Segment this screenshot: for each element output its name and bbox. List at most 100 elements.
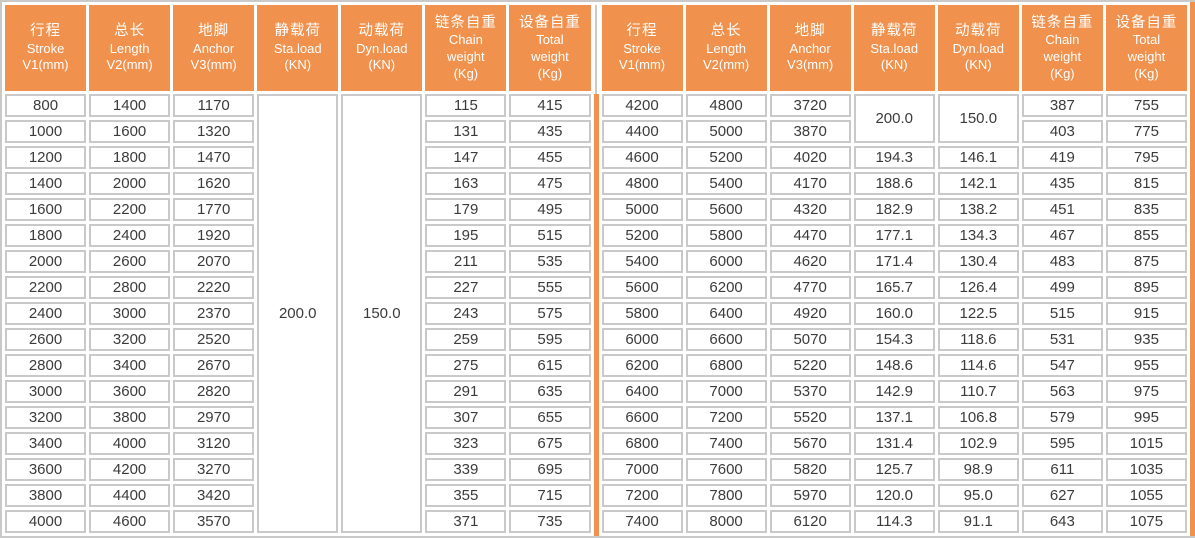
cell-dynamic-load: 150.0 <box>937 94 1019 143</box>
cell-chain-weight: 211 <box>425 250 507 273</box>
table-row: 3000 3600 2820 291 635 <box>5 380 591 403</box>
cell-total-weight: 695 <box>509 458 591 481</box>
column-header-chain-weight: 链条自重 Chain weight (Kg) <box>1021 5 1103 91</box>
cell-anchor: 2820 <box>173 380 255 403</box>
cell-length: 7200 <box>685 406 767 429</box>
cell-anchor: 2670 <box>173 354 255 377</box>
cell-stroke: 4200 <box>601 94 683 117</box>
header-label-en: weight <box>531 48 569 64</box>
table-row: 1600 2200 1770 179 495 <box>5 198 591 221</box>
cell-dynamic-load: 110.7 <box>937 380 1019 403</box>
cell-total-weight: 575 <box>509 302 591 325</box>
header-label-en: (Kg) <box>1134 65 1159 81</box>
cell-anchor: 3270 <box>173 458 255 481</box>
cell-chain-weight: 243 <box>425 302 507 325</box>
header-label-en: Dyn.load <box>356 40 408 56</box>
cell-chain-weight: 403 <box>1021 120 1103 143</box>
cell-static-load: 200.0 <box>853 94 935 143</box>
table-row: 5600 6200 4770 165.7 126.4 499 895 <box>601 276 1187 299</box>
cell-total-weight: 735 <box>509 510 591 533</box>
table-divider-header-segment <box>593 2 599 94</box>
cell-dynamic-load: 95.0 <box>937 484 1019 507</box>
cell-total-weight: 455 <box>509 146 591 169</box>
column-header-dynamic-load: 动载荷 Dyn.load (KN) <box>341 5 423 91</box>
cell-chain-weight: 115 <box>425 94 507 117</box>
cell-total-weight: 655 <box>509 406 591 429</box>
cell-stroke: 6600 <box>601 406 683 429</box>
header-label-cn: 动载荷 <box>358 23 406 40</box>
cell-chain-weight: 291 <box>425 380 507 403</box>
cell-total-weight: 715 <box>509 484 591 507</box>
header-label-cn: 链条自重 <box>1031 14 1094 31</box>
cell-stroke: 800 <box>5 94 87 117</box>
header-label-en: V2(mm) <box>106 57 153 73</box>
cell-length: 3800 <box>89 406 171 429</box>
cell-stroke: 5200 <box>601 224 683 247</box>
column-header-total-weight: 设备自重 Total weight (Kg) <box>1105 5 1187 91</box>
cell-chain-weight: 387 <box>1021 94 1103 117</box>
header-label-en: V3(mm) <box>787 57 834 73</box>
table-row: 2000 2600 2070 211 535 <box>5 250 591 273</box>
cell-stroke: 2600 <box>5 328 87 351</box>
header-label-en: Sta.load <box>870 40 919 56</box>
header-label-en: Length <box>109 40 150 56</box>
cell-stroke: 7400 <box>601 510 683 533</box>
cell-dynamic-load: 114.6 <box>937 354 1019 377</box>
header-label-cn: 设备自重 <box>518 14 581 31</box>
cell-dynamic-load: 91.1 <box>937 510 1019 533</box>
header-label-cn: 行程 <box>30 23 62 40</box>
header-label-cn: 静载荷 <box>870 23 918 40</box>
table-row: 3200 3800 2970 307 655 <box>5 406 591 429</box>
cell-total-weight: 555 <box>509 276 591 299</box>
table-row: 1200 1800 1470 147 455 <box>5 146 591 169</box>
header-label-en: V1(mm) <box>22 57 69 73</box>
spec-table-left: 行程 Stroke V1(mm) 总长 Length V2(mm) 地脚 Anchor V3(m… <box>2 2 594 536</box>
cell-anchor: 4020 <box>769 146 851 169</box>
cell-anchor: 5070 <box>769 328 851 351</box>
header-label-en: Stroke <box>26 40 65 56</box>
table-row: 6600 7200 5520 137.1 106.8 579 995 <box>601 406 1187 429</box>
header-label-en: Length <box>706 40 746 56</box>
cell-anchor: 2370 <box>173 302 255 325</box>
cell-anchor: 3120 <box>173 432 255 455</box>
cell-anchor: 6120 <box>769 510 851 533</box>
cell-dynamic-load: 150.0 <box>341 94 423 533</box>
cell-length: 5800 <box>685 224 767 247</box>
cell-length: 4000 <box>89 432 171 455</box>
cell-stroke: 7000 <box>601 458 683 481</box>
cell-length: 2200 <box>89 198 171 221</box>
column-header-length: 总长 Length V2(mm) <box>685 5 767 91</box>
table-row: 1800 2400 1920 195 515 <box>5 224 591 247</box>
cell-length: 6800 <box>685 354 767 377</box>
table-row: 2200 2800 2220 227 555 <box>5 276 591 299</box>
header-label-cn: 静载荷 <box>274 23 321 40</box>
table-row: 4600 5200 4020 194.3 146.1 419 795 <box>601 146 1187 169</box>
cell-length: 7800 <box>685 484 767 507</box>
cell-total-weight: 1035 <box>1105 458 1187 481</box>
cell-stroke: 3400 <box>5 432 87 455</box>
cell-chain-weight: 515 <box>1021 302 1103 325</box>
cell-stroke: 3000 <box>5 380 87 403</box>
cell-anchor: 1320 <box>173 120 255 143</box>
cell-dynamic-load: 142.1 <box>937 172 1019 195</box>
cell-total-weight: 875 <box>1105 250 1187 273</box>
table-row: 4400 5000 3870 403 775 <box>601 120 1187 143</box>
header-label-cn: 链条自重 <box>434 14 497 31</box>
table-row: 2600 3200 2520 259 595 <box>5 328 591 351</box>
cell-anchor: 1920 <box>173 224 255 247</box>
header-label-en: weight <box>447 48 485 64</box>
cell-chain-weight: 307 <box>425 406 507 429</box>
cell-static-load: 114.3 <box>853 510 935 533</box>
cell-anchor: 2520 <box>173 328 255 351</box>
cell-dynamic-load: 102.9 <box>937 432 1019 455</box>
cell-anchor: 3870 <box>769 120 851 143</box>
header-label-en: (Kg) <box>1050 65 1075 81</box>
cell-stroke: 2000 <box>5 250 87 273</box>
table-row: 4800 5400 4170 188.6 142.1 435 815 <box>601 172 1187 195</box>
cell-chain-weight: 435 <box>1021 172 1103 195</box>
cell-total-weight: 855 <box>1105 224 1187 247</box>
header-label-en: Anchor <box>193 40 235 56</box>
cell-chain-weight: 227 <box>425 276 507 299</box>
table-row: 4000 4600 3570 371 735 <box>5 510 591 533</box>
